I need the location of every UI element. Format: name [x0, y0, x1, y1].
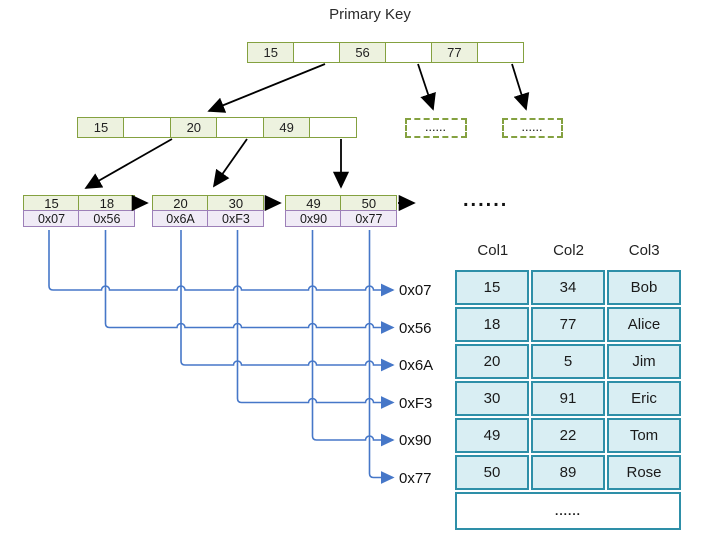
- pointer-line-0x77: [368, 230, 395, 484]
- table-cell: Tom: [607, 418, 681, 453]
- pointer-cell: [292, 42, 341, 63]
- leaf-node: 15 18 0x07 0x56: [23, 195, 137, 228]
- arrow-root-to-collapsed-right: [511, 63, 530, 111]
- pointer-line-0x6A: [180, 230, 395, 372]
- table-cell: 15: [455, 270, 529, 305]
- table-cell: Alice: [607, 307, 681, 342]
- pointer-line-0xF3: [236, 230, 395, 409]
- key-cell: 15: [247, 42, 295, 63]
- record-pointer-cell: 0x6A: [152, 210, 209, 228]
- pointer-cell: [123, 117, 172, 138]
- arrow-root-to-internal: [207, 63, 326, 113]
- key-cell: 49: [262, 117, 311, 138]
- table-cell: 22: [531, 418, 605, 453]
- diagram-title: Primary Key: [329, 6, 411, 23]
- internal-node: 15 20 49: [77, 117, 365, 138]
- table-cell: 5: [531, 344, 605, 379]
- pointer-cell: [309, 117, 358, 138]
- pointer-label: 0x90: [399, 431, 432, 449]
- pointer-line-0x07: [48, 230, 395, 297]
- table-cell: 91: [531, 381, 605, 416]
- table-cell: 77: [531, 307, 605, 342]
- table-row: ......: [455, 492, 681, 530]
- key-cell: 50: [340, 195, 398, 212]
- key-cell: 20: [152, 195, 209, 212]
- record-pointer-cell: 0x56: [78, 210, 136, 228]
- data-table: 15 34 Bob 18 77 Alice 20 5 Jim 30 91 Eri…: [453, 268, 683, 532]
- pointer-cell: [384, 42, 433, 63]
- record-pointer-cell: 0xF3: [207, 210, 265, 228]
- record-pointer-cell: 0x90: [285, 210, 342, 228]
- key-cell: 15: [77, 117, 125, 138]
- table-row: 50 89 Rose: [455, 455, 681, 490]
- table-cell: 20: [455, 344, 529, 379]
- table-row: 20 5 Jim: [455, 344, 681, 379]
- table-cell: 89: [531, 455, 605, 490]
- key-cell: 56: [338, 42, 387, 63]
- collapsed-subtree-box: ......: [405, 118, 467, 138]
- table-row: 49 22 Tom: [455, 418, 681, 453]
- table-cell: Rose: [607, 455, 681, 490]
- arrow-root-to-collapsed-left: [417, 63, 436, 111]
- table-cell: Jim: [607, 344, 681, 379]
- column-header: Col2: [553, 242, 584, 259]
- pointer-label: 0x56: [399, 319, 432, 337]
- root-node: 15 56 77: [247, 42, 532, 63]
- arrow-internal-to-leaf1: [84, 138, 173, 189]
- pointer-label: 0x07: [399, 281, 432, 299]
- table-column-headers: Col1 Col2 Col3: [455, 242, 682, 259]
- pointer-label: 0x6A: [399, 356, 434, 374]
- table-ellipsis-row: ......: [455, 492, 681, 530]
- pointer-label: 0xF3: [399, 394, 433, 412]
- column-header: Col1: [477, 242, 509, 259]
- table-cell: Eric: [607, 381, 681, 416]
- table-row: 15 34 Bob: [455, 270, 681, 305]
- leaf-node: 20 30 0x6A 0xF3: [152, 195, 266, 228]
- table-cell: 34: [531, 270, 605, 305]
- leaf-node: 49 50 0x90 0x77: [285, 195, 399, 228]
- pointer-label: 0x77: [399, 469, 432, 487]
- key-cell: 20: [169, 117, 218, 138]
- table-cell: 50: [455, 455, 529, 490]
- pointer-line-0x56: [104, 230, 395, 334]
- table-cell: 18: [455, 307, 529, 342]
- key-cell: 77: [430, 42, 479, 63]
- table-row: 30 91 Eric: [455, 381, 681, 416]
- table-cell: Bob: [607, 270, 681, 305]
- table-row: 18 77 Alice: [455, 307, 681, 342]
- arrow-internal-to-leaf2: [212, 138, 248, 188]
- table-cell: 49: [455, 418, 529, 453]
- record-pointer-cell: 0x07: [23, 210, 80, 228]
- record-pointer-cell: 0x77: [340, 210, 398, 228]
- key-cell: 18: [78, 195, 136, 212]
- pointer-cell: [216, 117, 265, 138]
- column-header: Col3: [628, 242, 660, 259]
- pointer-cell: [476, 42, 525, 63]
- pointer-line-0x90: [311, 230, 395, 447]
- collapsed-subtree-box: ......: [502, 118, 563, 138]
- table-cell: 30: [455, 381, 529, 416]
- more-leaves-ellipsis: ......: [463, 189, 509, 211]
